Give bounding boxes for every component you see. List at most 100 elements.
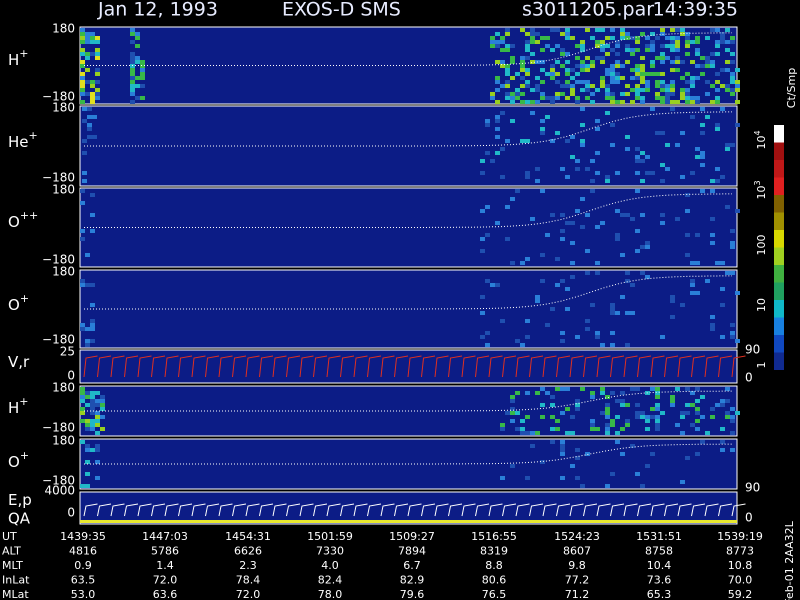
spectrogram-cell xyxy=(92,115,97,119)
spectrogram-cell xyxy=(650,44,655,48)
panel-label: H+ xyxy=(8,47,29,69)
row-value: 65.3 xyxy=(647,588,672,600)
spectrogram-cell xyxy=(530,28,535,32)
spectrogram-cell xyxy=(90,319,95,323)
velocity-trace xyxy=(137,355,152,378)
spectrogram-cell xyxy=(630,48,635,52)
spectrogram-cell xyxy=(135,44,140,48)
spectrogram-cell xyxy=(550,415,555,419)
spectrogram-cell xyxy=(585,56,590,60)
spectrogram-cell xyxy=(505,96,510,100)
spectrogram-cell xyxy=(80,237,85,241)
velocity-trace xyxy=(124,355,139,378)
spectrogram-cell xyxy=(635,72,640,76)
spectrogram-cell xyxy=(595,261,600,265)
spectrogram-cell xyxy=(610,331,615,335)
spectrogram-cell xyxy=(685,44,690,48)
velocity-trace xyxy=(313,355,328,378)
spectrogram-cell xyxy=(605,423,610,427)
velocity-trace xyxy=(380,355,395,378)
spectrogram-cell xyxy=(140,64,145,68)
spectrogram-cell xyxy=(695,64,700,68)
spectrogram-cell xyxy=(640,213,645,217)
spectrogram-cell xyxy=(80,407,85,411)
spectrogram-cell xyxy=(95,88,100,92)
spectrogram-cell xyxy=(680,415,685,419)
panel-label-text: E,p xyxy=(8,491,32,509)
spectrogram-cell xyxy=(90,391,95,395)
spectrogram-cell xyxy=(510,119,515,123)
panel xyxy=(79,491,738,525)
spectrogram-cell xyxy=(630,387,635,391)
spectrogram-cell xyxy=(730,143,735,147)
panel-label-superscript: ++ xyxy=(20,209,38,222)
spectrogram-cell xyxy=(495,100,500,104)
spectrogram-cell xyxy=(695,233,700,237)
spectrogram-cell xyxy=(635,249,640,253)
spectrogram-cell xyxy=(95,411,100,415)
spectrogram-cell xyxy=(645,275,650,279)
spectrogram-cell xyxy=(635,189,640,193)
spectrogram-cell xyxy=(85,283,90,287)
spectrogram-cell xyxy=(655,427,660,431)
row-value: 1531:51 xyxy=(636,530,682,543)
spectrogram-cell xyxy=(560,444,565,448)
spectrogram-cell xyxy=(555,419,560,423)
spectrogram-cell xyxy=(95,423,100,427)
energy-trace xyxy=(650,503,665,517)
spectrogram-cell xyxy=(615,233,620,237)
spectrogram-cell xyxy=(700,107,705,111)
spectrogram-cell xyxy=(87,107,92,111)
colorbar-segment xyxy=(774,142,784,160)
pitch-angle-trace xyxy=(84,443,732,465)
spectrogram-cell xyxy=(90,419,95,423)
spectrogram-cell xyxy=(645,419,650,423)
spectrogram-cell xyxy=(130,32,135,36)
spectrogram-cell xyxy=(510,261,515,265)
spectrogram-cell xyxy=(80,28,85,32)
spectrogram-cell xyxy=(130,60,135,64)
velocity-trace xyxy=(718,355,733,378)
spectrogram-cell xyxy=(680,32,685,36)
velocity-trace xyxy=(232,355,247,378)
spectrogram-cell xyxy=(625,60,630,64)
spectrogram-cell xyxy=(90,40,95,44)
spectrogram-cell xyxy=(550,100,555,104)
spectrogram-cell xyxy=(695,427,700,431)
spectrogram-cell xyxy=(625,36,630,40)
spectrogram-cell xyxy=(135,76,140,80)
spectrogram-cell xyxy=(585,80,590,84)
spectrogram-cell xyxy=(510,96,515,100)
spectrogram-cell xyxy=(580,80,585,84)
spectrogram-cell xyxy=(80,399,85,403)
spectrogram-cell xyxy=(490,36,495,40)
spectrogram-cell xyxy=(680,431,685,435)
spectrogram-cell xyxy=(640,100,645,104)
spectrogram-cell xyxy=(725,68,730,72)
row-value: 82.4 xyxy=(318,574,343,587)
spectrogram-cell xyxy=(580,484,585,488)
spectrogram-cell xyxy=(720,448,725,452)
spectrogram-cell xyxy=(100,415,105,419)
spectrogram-cell xyxy=(510,92,515,96)
spectrogram-cell xyxy=(595,151,600,155)
row-value: 1447:03 xyxy=(142,530,188,543)
row-value: 6626 xyxy=(234,545,262,558)
velocity-trace xyxy=(178,355,193,378)
spectrogram-cell xyxy=(675,100,680,104)
spectrogram-cell xyxy=(635,64,640,68)
row-name: ALT xyxy=(2,545,21,558)
spectrogram-cell xyxy=(710,327,715,331)
spectrogram-cell xyxy=(85,391,90,395)
spectrogram-cell xyxy=(650,32,655,36)
spectrogram-cell xyxy=(635,68,640,72)
spectrogram-cell xyxy=(660,52,665,56)
spectrogram-cell xyxy=(715,403,720,407)
spectrogram-cell xyxy=(690,60,695,64)
spectrogram-cell xyxy=(640,72,645,76)
spectrogram-cell xyxy=(595,88,600,92)
spectrogram-cell xyxy=(505,139,510,143)
row-value: 1454:31 xyxy=(225,530,271,543)
spectrogram-cell xyxy=(670,84,675,88)
right-tick-label: 90 xyxy=(745,481,760,495)
